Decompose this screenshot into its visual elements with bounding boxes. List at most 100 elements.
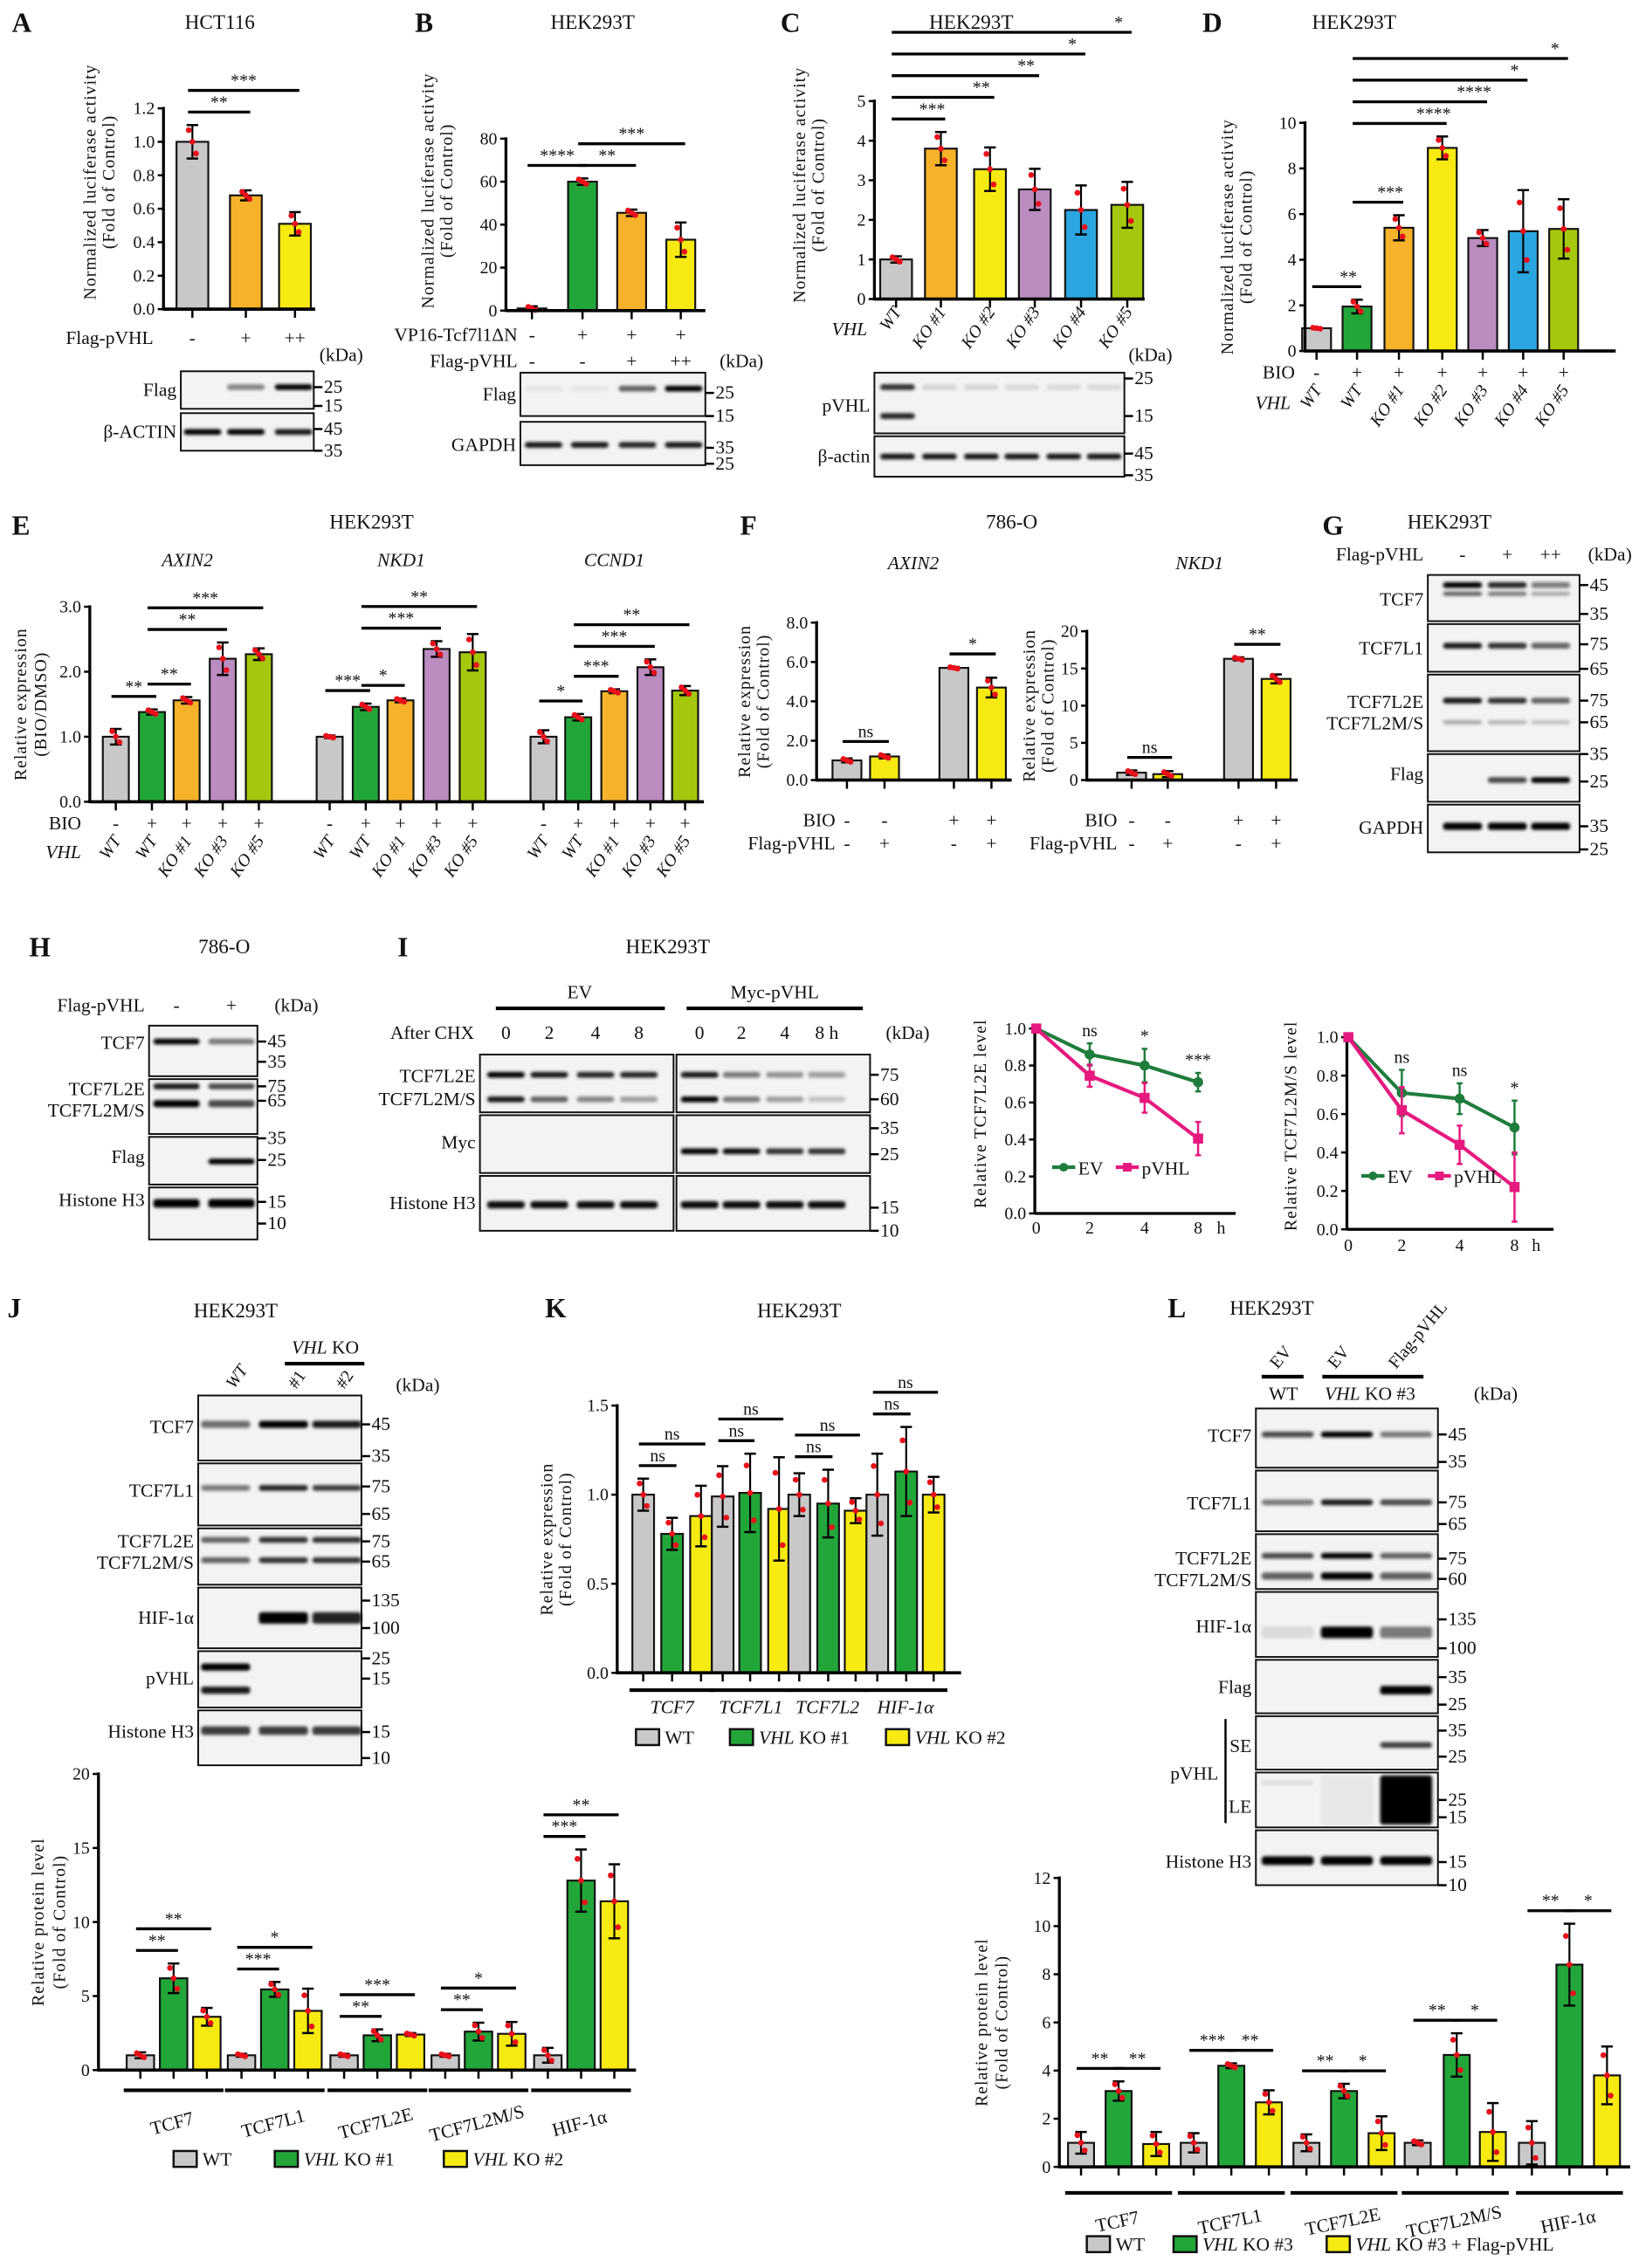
blot-band [963,453,999,460]
data-point [1190,2140,1197,2146]
data-point [796,1491,802,1498]
data-point [1557,205,1563,211]
bar [172,699,201,803]
bar [660,1532,685,1674]
data-point [665,1519,671,1526]
data-point [615,690,621,696]
marker-label: 15 [267,1191,286,1212]
group-label: VHL KO #3 [1325,1383,1415,1404]
marker-label: 35 [324,440,343,461]
y-tick-label: 12 [1033,1869,1050,1888]
data-point [1081,223,1088,230]
blot-band [1487,591,1527,596]
data-point [852,1508,859,1514]
y-tick-label: 0 [857,290,866,309]
marker-label: 25 [372,1647,391,1668]
blot-band [921,453,957,460]
data-point [337,2051,344,2058]
bar [869,755,900,781]
blot-band [153,1038,200,1045]
y-tick-label: 0.6 [1317,1105,1339,1124]
blot-band [1443,719,1483,725]
data-point [947,663,954,670]
bar [458,651,487,803]
data-point [401,698,408,705]
data-point [1262,2091,1269,2097]
significance-label: * [1068,35,1077,54]
legend-swatch [1085,2235,1112,2254]
x-unit-label: h [1217,1219,1226,1238]
blot-band [1531,581,1571,588]
bar [176,141,210,311]
marker-label: 25 [880,1144,899,1165]
significance-label: * [1584,1892,1593,1911]
marker-label: 45 [267,1031,286,1052]
blot-band [1380,1499,1433,1506]
blot-band [1443,581,1483,588]
legend-label: pVHL [1142,1158,1190,1179]
data-point [903,1468,910,1474]
data-point [1353,303,1360,310]
blot-band [208,1100,255,1108]
data-point [899,1437,906,1444]
bar [1260,677,1292,781]
blot-band [258,1536,308,1543]
y-tick-label: 0.2 [1004,1167,1026,1186]
y-tick-label: 6 [1288,205,1297,224]
data-point [1277,678,1283,685]
marker-label: 35 [1589,743,1608,764]
blot-header-value: 0 [695,1022,705,1043]
data-point [930,1491,937,1498]
row-value: - [1128,810,1134,831]
legend-label: WT [203,2149,231,2170]
blot-header-label: After CHX [390,1022,475,1043]
data-point [377,2036,384,2043]
row-value: - [844,833,850,854]
blot-row-label: TCF7L2E [69,1078,145,1099]
legend-label: VHL KO #1 [759,1727,850,1748]
data-point [578,716,585,723]
data-point [624,207,631,214]
blot-row-label: pVHL [146,1667,194,1688]
marker-label: 25 [715,382,733,403]
legend-swatch [728,1728,754,1747]
data-point [1392,216,1399,223]
y-tick-label: 8 [1288,160,1297,179]
blot-membrane [148,1024,258,1077]
bar [1330,2090,1359,2168]
blot-band [524,442,562,448]
data-point [475,2028,482,2035]
genotype-label: VHL [45,842,81,863]
genotype-value: WT [132,831,162,863]
significance-label: ** [165,1909,182,1928]
y-tick-label: 3 [857,171,866,190]
legend-label-text: WT [1116,2234,1145,2255]
blot-row-label: Myc [441,1132,475,1153]
group-label: HIF-1α [876,1697,934,1718]
marker-label: 75 [880,1064,899,1085]
row-value: + [182,813,192,834]
data-point [800,1506,806,1513]
genotype-value: WT [523,831,554,863]
y-axis-label: (Fold of Control) [754,635,774,769]
significance-label: ** [1542,1892,1560,1911]
data-point [525,304,532,310]
marker-label: 35 [1134,464,1153,485]
significance-label: *** [245,1950,272,1969]
blot-band [963,384,999,390]
blot-band [1380,1775,1433,1825]
blot-band [486,1071,525,1078]
data-point [938,145,944,152]
marker-label: 35 [267,1128,286,1149]
blot-band [1487,777,1527,783]
marker-label: 25 [267,1149,286,1170]
row-value: + [1518,362,1528,383]
data-point [825,1501,831,1507]
significance-label: *** [1377,183,1403,203]
data-point [694,1492,700,1498]
blot-membrane [675,1053,871,1114]
data-point [747,1489,754,1496]
blot-band [1046,384,1082,390]
panel-title: HEK293T [1312,11,1396,34]
data-point [644,1502,651,1509]
